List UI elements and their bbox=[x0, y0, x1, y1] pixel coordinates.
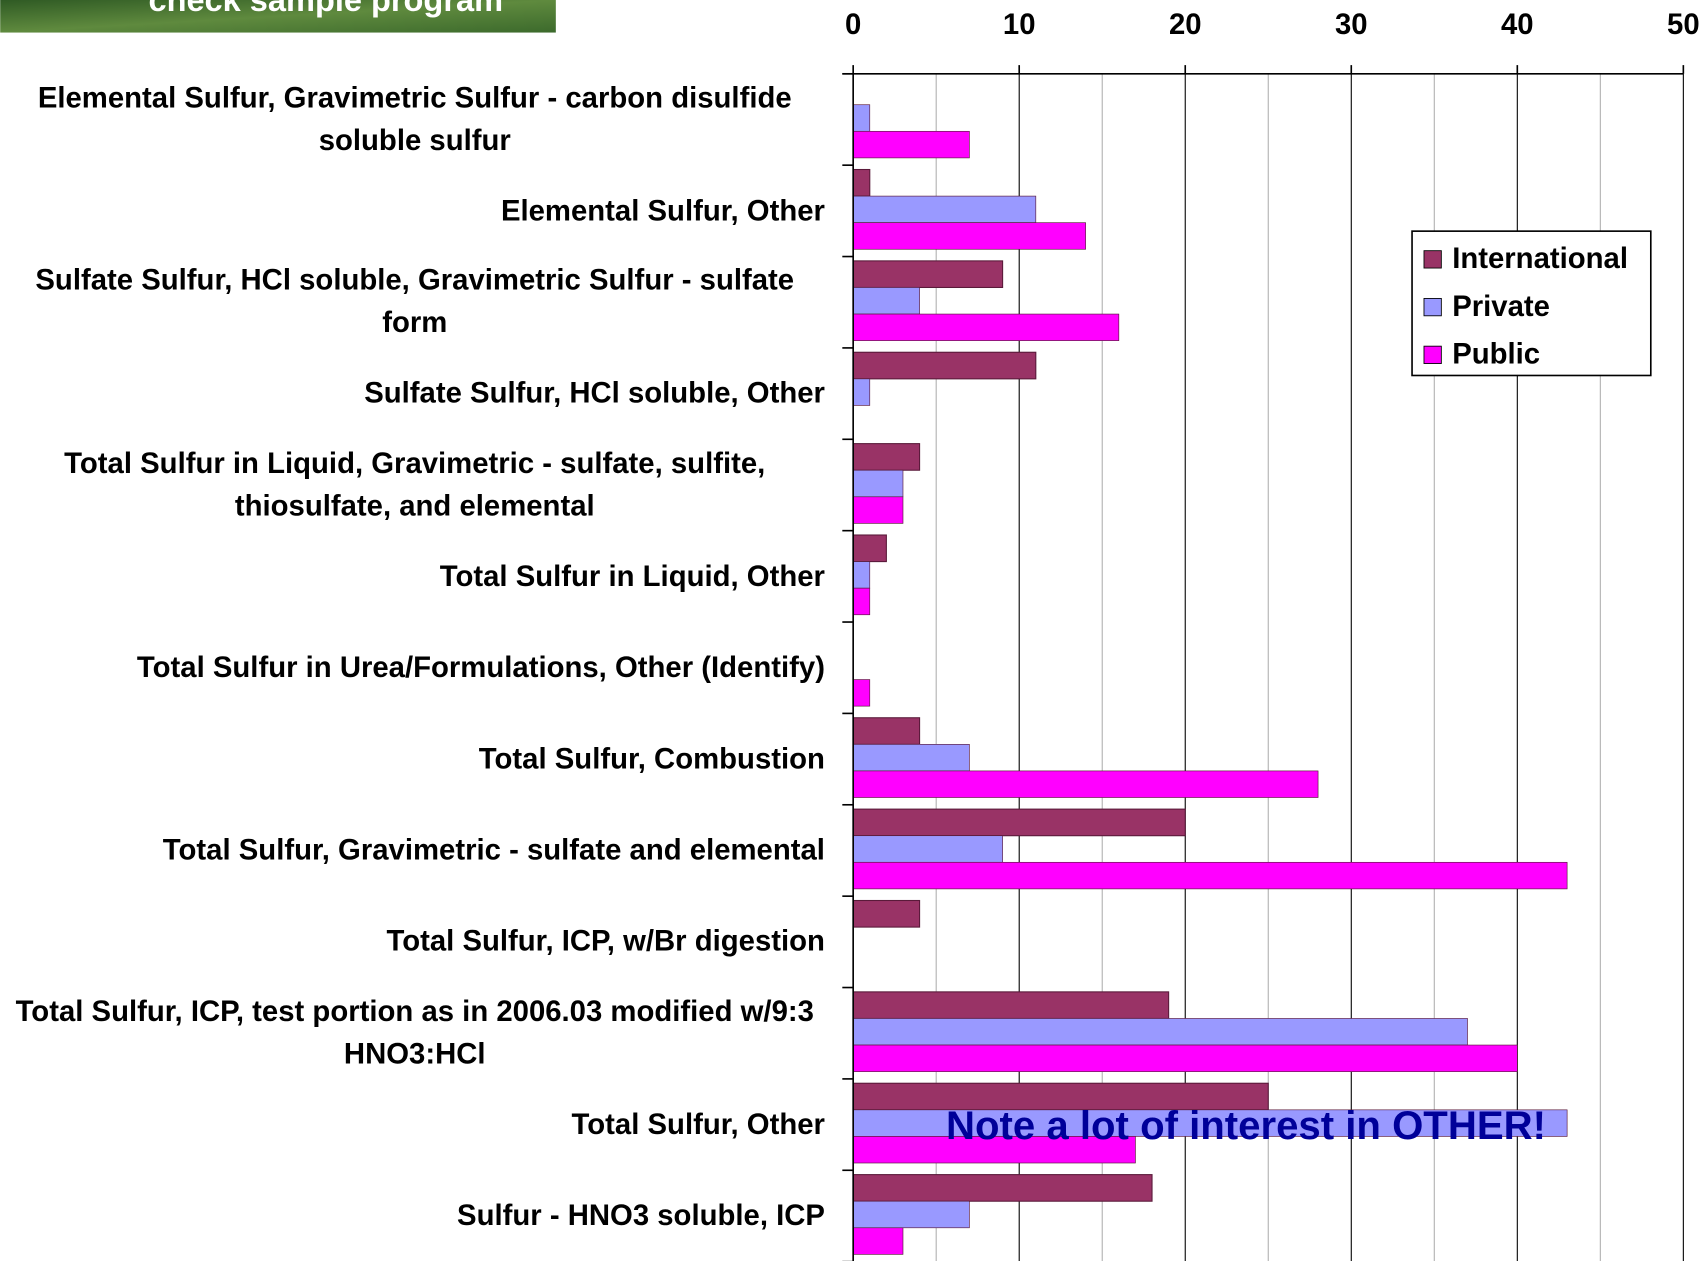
x-tick-label: 40 bbox=[1501, 8, 1534, 41]
y-tick-label: Total Sulfur, Combustion bbox=[478, 742, 825, 775]
x-tick-label: 30 bbox=[1335, 8, 1368, 41]
bar bbox=[852, 1227, 904, 1255]
bar bbox=[852, 861, 1568, 890]
bar bbox=[852, 260, 1004, 289]
y-tick-label: Total Sulfur in Liquid, Other bbox=[439, 559, 825, 592]
bar bbox=[852, 1044, 1518, 1072]
y-tick-label: Elemental Sulfur, Gravimetric Sulfur - c… bbox=[37, 81, 792, 157]
bar bbox=[852, 899, 921, 928]
bar bbox=[852, 561, 871, 589]
bar bbox=[852, 717, 921, 745]
legend-swatch bbox=[1423, 250, 1442, 269]
legend-swatch bbox=[1423, 297, 1442, 317]
category-label-box: Sulfur - HNO3 soluble, ICP bbox=[0, 1170, 825, 1261]
header-caption: check sample program bbox=[148, 0, 503, 18]
header-image bbox=[0, 0, 556, 33]
category-label-wrap: Sulfate Sulfur, HCl soluble, Other bbox=[0, 348, 825, 439]
category-label-wrap: Total Sulfur in Liquid, Other bbox=[0, 531, 825, 622]
bar bbox=[852, 378, 871, 406]
bar bbox=[852, 1018, 1468, 1046]
x-tick-label: 50 bbox=[1667, 8, 1700, 41]
bar bbox=[852, 104, 871, 132]
bar bbox=[852, 534, 887, 563]
category-label-wrap: Total Sulfur, Combustion bbox=[0, 713, 825, 804]
category-label-wrap: Total Sulfur, ICP, w/Br digestion bbox=[0, 896, 825, 987]
bar bbox=[852, 835, 1003, 863]
legend-box bbox=[1411, 230, 1652, 377]
bar bbox=[852, 808, 1186, 837]
bar bbox=[852, 222, 1086, 250]
legend-swatch bbox=[1423, 345, 1442, 364]
bar bbox=[852, 1109, 1568, 1137]
category-label-wrap: Total Sulfur in Liquid, Gravimetric - su… bbox=[0, 439, 825, 530]
bar bbox=[852, 195, 1037, 224]
bar bbox=[852, 770, 1319, 798]
x-tick-label: 0 bbox=[845, 8, 861, 41]
category-label-box: Total Sulfur, Combustion bbox=[0, 713, 825, 804]
legend-label: Private bbox=[1452, 290, 1550, 323]
bar bbox=[852, 744, 970, 772]
annotation: Note a lot of interest in OTHER! bbox=[946, 1103, 1546, 1148]
legend-label: International bbox=[1452, 242, 1628, 275]
category-label-box: Total Sulfur in Liquid, Gravimetric - su… bbox=[0, 439, 825, 530]
category-label-wrap: Sulfur - HNO3 soluble, ICP bbox=[0, 1170, 825, 1261]
category-label-box: Total Sulfur, Gravimetric - sulfate and … bbox=[0, 805, 825, 896]
bar bbox=[852, 168, 871, 197]
bar bbox=[852, 679, 871, 707]
y-tick-label: Total Sulfur, Gravimetric - sulfate and … bbox=[162, 833, 825, 867]
category-label-box: Total Sulfur, ICP, test portion as in 20… bbox=[0, 988, 825, 1079]
y-tick-label: Sulfate Sulfur, HCl soluble, Other bbox=[364, 376, 825, 410]
category-label-wrap: Elemental Sulfur, Gravimetric Sulfur - c… bbox=[0, 74, 825, 165]
bar bbox=[852, 130, 970, 159]
category-label-box: Elemental Sulfur, Other bbox=[0, 165, 825, 256]
bar bbox=[852, 1200, 970, 1229]
y-tick-label: Total Sulfur, ICP, test portion as in 20… bbox=[15, 995, 814, 1071]
y-tick-label: Sulfate Sulfur, HCl soluble, Gravimetric… bbox=[35, 264, 795, 340]
bar bbox=[852, 991, 1170, 1020]
category-label-box: Elemental Sulfur, Gravimetric Sulfur - c… bbox=[0, 74, 825, 165]
bar bbox=[852, 469, 904, 498]
x-tick-label: 10 bbox=[1003, 8, 1036, 41]
category-label-wrap: Total Sulfur in Urea/Formulations, Other… bbox=[0, 622, 825, 713]
category-label-box: Sulfate Sulfur, HCl soluble, Gravimetric… bbox=[0, 257, 825, 348]
category-label-box: Total Sulfur, ICP, w/Br digestion bbox=[0, 896, 825, 987]
bar bbox=[852, 1136, 1136, 1164]
category-label-wrap: Total Sulfur, ICP, test portion as in 20… bbox=[0, 988, 825, 1079]
bar bbox=[852, 587, 871, 616]
y-tick-label: Sulfur - HNO3 soluble, ICP bbox=[457, 1199, 825, 1232]
category-label-wrap: Elemental Sulfur, Other bbox=[0, 165, 825, 256]
category-label-box: Total Sulfur in Urea/Formulations, Other… bbox=[0, 622, 825, 713]
category-label-box: Sulfate Sulfur, HCl soluble, Other bbox=[0, 348, 825, 439]
bar bbox=[852, 1174, 1153, 1202]
category-label-wrap: Sulfate Sulfur, HCl soluble, Gravimetric… bbox=[0, 257, 825, 348]
y-tick-label: Total Sulfur, ICP, w/Br digestion bbox=[386, 924, 825, 958]
category-label-wrap: Total Sulfur, Gravimetric - sulfate and … bbox=[0, 805, 825, 896]
bar bbox=[852, 351, 1037, 380]
y-tick-label: Total Sulfur in Urea/Formulations, Other… bbox=[136, 650, 825, 684]
bar bbox=[852, 496, 904, 524]
y-tick-label: Total Sulfur in Liquid, Gravimetric - su… bbox=[64, 446, 766, 522]
category-label-box: Total Sulfur in Liquid, Other bbox=[0, 531, 825, 622]
legend-label: Public bbox=[1452, 338, 1540, 371]
x-tick-label: 20 bbox=[1169, 8, 1202, 41]
bar bbox=[852, 1082, 1269, 1111]
y-tick-label: Elemental Sulfur, Other bbox=[500, 193, 825, 227]
bar bbox=[852, 287, 920, 315]
category-label-box: Total Sulfur, Other bbox=[0, 1079, 825, 1170]
bar bbox=[852, 443, 921, 471]
y-tick-label: Total Sulfur, Other bbox=[571, 1107, 825, 1141]
bar bbox=[852, 313, 1120, 341]
category-label-wrap: Total Sulfur, Other bbox=[0, 1079, 825, 1170]
